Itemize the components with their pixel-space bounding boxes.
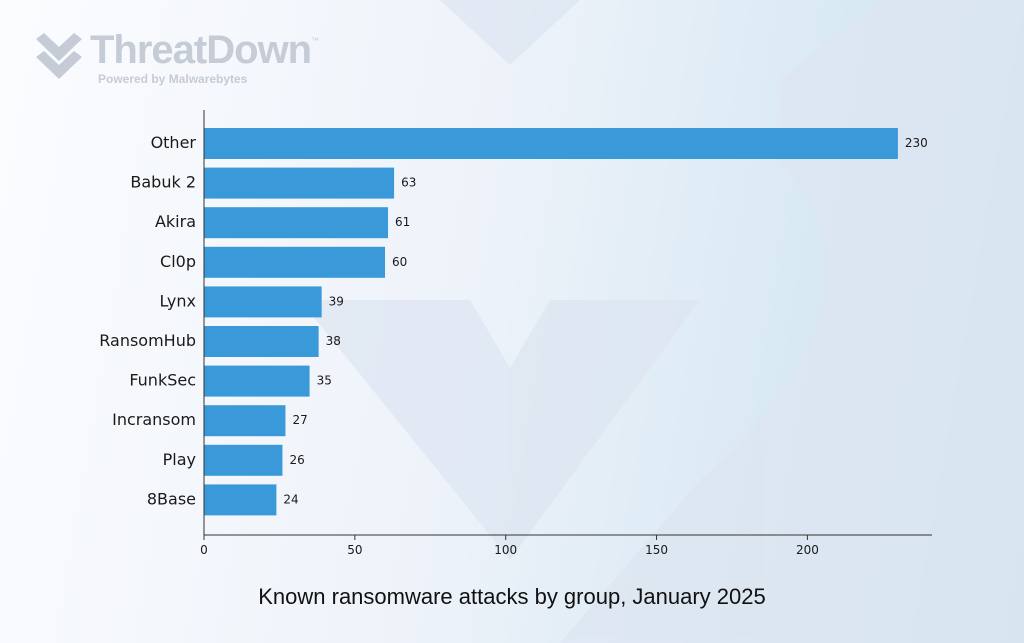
category-label: Play (163, 450, 196, 469)
value-label: 26 (289, 453, 304, 467)
value-label: 63 (401, 176, 416, 190)
bar-babuk-2 (204, 167, 395, 199)
category-label: RansomHub (99, 331, 196, 350)
brand-name: ThreatDown (90, 28, 312, 72)
bars-group (204, 128, 898, 516)
value-label: 27 (292, 413, 307, 427)
x-axis: 0 50 100 150 200 (200, 535, 819, 557)
brand-trademark: ™ (311, 36, 319, 45)
x-tick-label: 0 (200, 543, 208, 557)
value-label: 39 (329, 294, 344, 308)
category-label: FunkSec (129, 371, 196, 390)
category-label: Other (151, 133, 197, 152)
category-label: Cl0p (160, 252, 196, 271)
category-label: Akira (155, 212, 196, 231)
chart-title: Known ransomware attacks by group, Janua… (258, 584, 766, 609)
x-tick-label: 200 (796, 543, 819, 557)
bar-incransom (204, 405, 286, 437)
value-label: 230 (905, 136, 928, 150)
category-label: 8Base (147, 489, 196, 508)
bar-ransomhub (204, 326, 319, 357)
x-tick-label: 100 (494, 543, 517, 557)
bar-lynx (204, 286, 322, 318)
category-label: Babuk 2 (130, 173, 196, 192)
bar-funksec (204, 365, 310, 397)
bar-akira (204, 207, 389, 239)
category-label: Lynx (159, 291, 196, 310)
bar-8base (204, 484, 277, 516)
bar-other (204, 128, 898, 159)
threatdown-logo-icon (36, 33, 82, 79)
x-tick-label: 150 (645, 543, 668, 557)
value-label: 35 (317, 374, 332, 388)
value-labels-group: 230 63 61 60 39 38 35 27 26 24 (283, 136, 927, 506)
value-label: 24 (283, 492, 298, 506)
bar-play (204, 444, 283, 476)
value-label: 60 (392, 255, 407, 269)
bar-cl0p (204, 246, 386, 278)
brand-tagline: Powered by Malwarebytes (98, 72, 248, 86)
value-label: 61 (395, 215, 410, 229)
value-label: 38 (326, 334, 341, 348)
category-labels-group: Other Babuk 2 Akira Cl0p Lynx RansomHub FunkSe… (99, 133, 196, 508)
x-tick-label: 50 (347, 543, 362, 557)
category-label: Incransom (112, 410, 196, 429)
